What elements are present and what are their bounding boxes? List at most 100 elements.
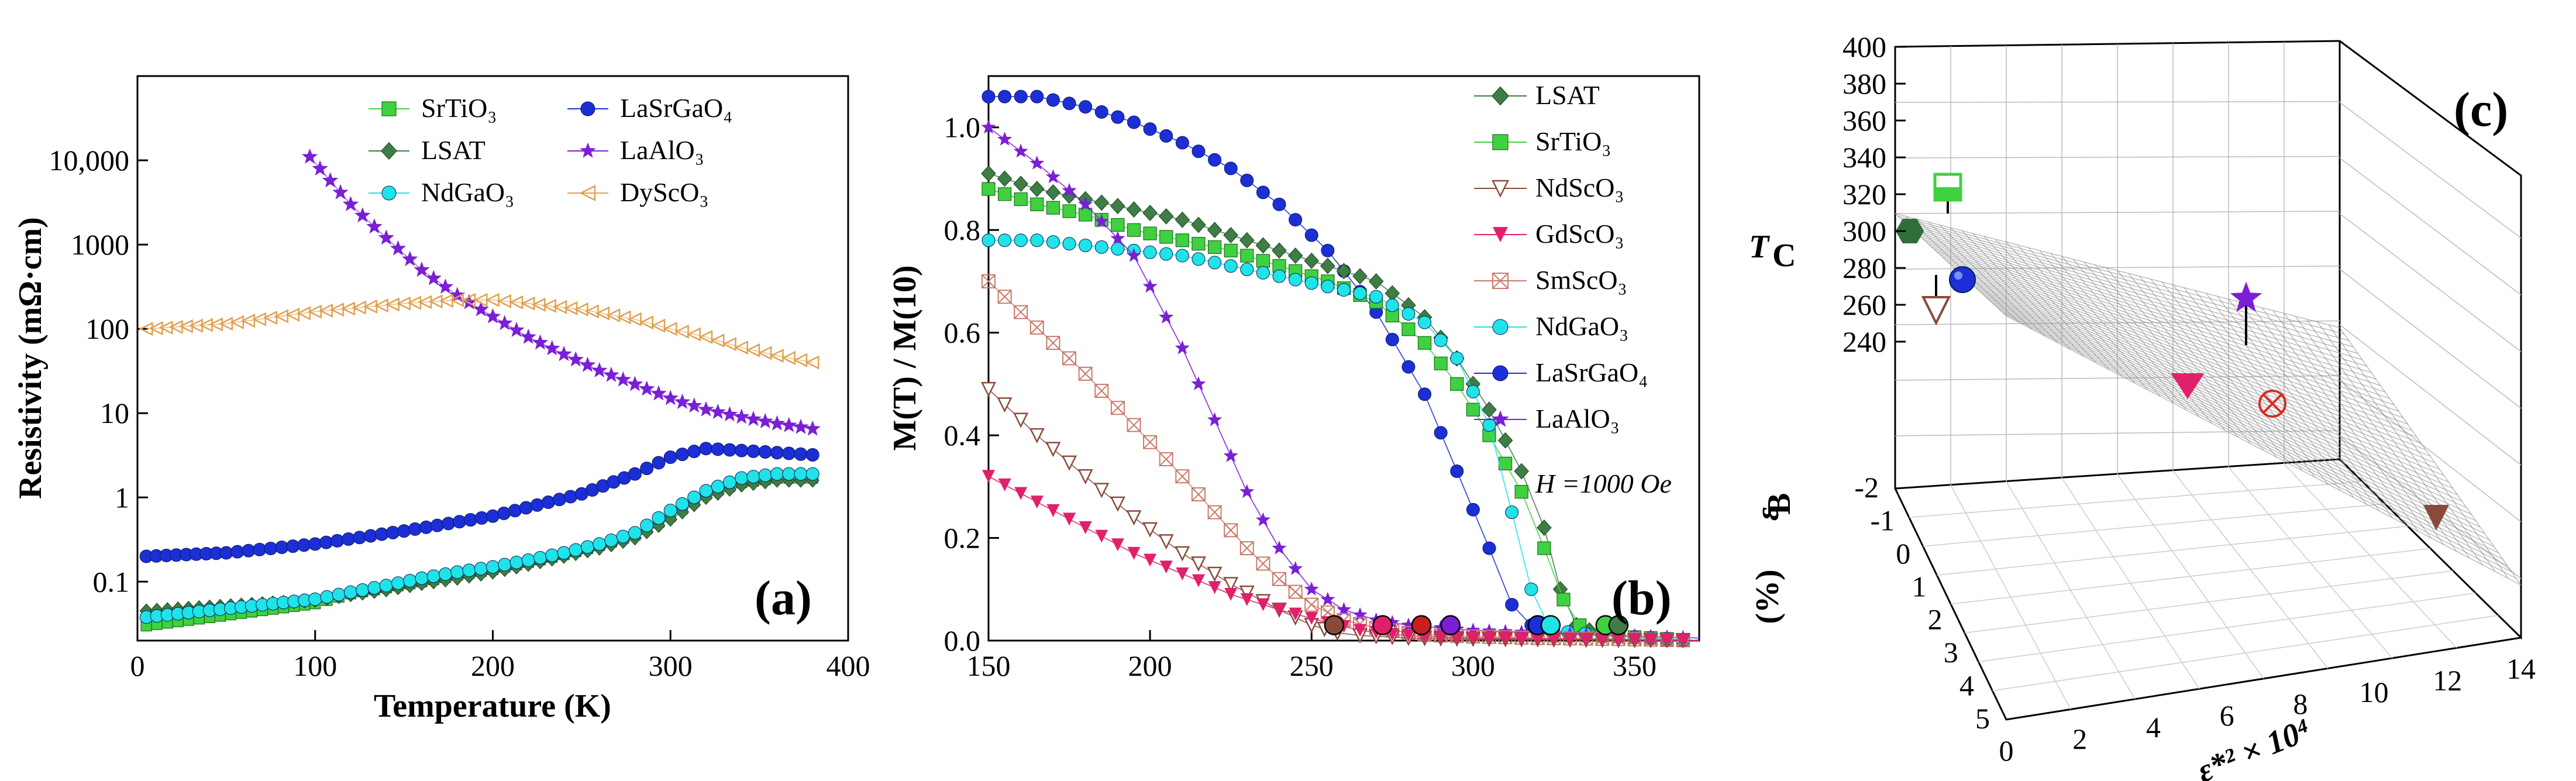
panel-b-data-point [1385,615,1400,629]
panel-b-x-tick-label: 250 [1290,649,1334,682]
panel-a-data-point [353,531,367,545]
panel-b-x-tick-label: 200 [1128,649,1172,682]
panel-c-point-LaAlO₃ [2230,281,2262,345]
panel-a-legend-label: SrTiO₃ [421,93,497,123]
panel-a-data-point [581,540,594,554]
panel-c-surface-line [1953,267,2435,463]
panel-b-data-point [1224,243,1238,257]
panel-a-series-NdGaO₃ [139,467,819,624]
panel-a-y-tick-label: 100 [85,312,129,345]
panel-b-series-line [989,239,1700,641]
panel-a-data-point [710,333,725,348]
panel-c-z-axis-label: T [1749,229,1771,265]
panel-c-y-tick-label: 0 [1896,537,1910,570]
panel-b-data-point [1062,187,1077,204]
panel-a-data-point [640,518,654,532]
panel-b-data-point [1321,243,1335,257]
panel-a-data-point [757,346,772,360]
panel-a-data-point [342,196,359,211]
panel-a-legend-label: LaSrGaO₄ [620,93,732,123]
panel-c-surface-line [2328,324,2509,579]
panel-c-surface-line [2184,287,2341,491]
panel-c-y-tick-label: 2 [1928,603,1943,636]
panel-a-series-LaSrGaO₄ [139,442,819,563]
panel-c-surface-line [2317,321,2496,572]
panel-b-data-point [1046,93,1060,107]
panel-c-marker [1949,266,1976,293]
panel-b-data-point [1208,153,1222,167]
panel-b-data-point [1094,384,1109,398]
panel-b-data-point [1272,572,1287,586]
panel-a-data-point [520,328,536,344]
panel-a-data-point [746,343,760,357]
panel-c-surface-line [2295,316,2470,559]
panel-a-data-point [735,471,749,485]
panel-c-surface-line [2000,310,2512,573]
panel-c-surface-line [1972,284,2467,508]
panel-a-data-point [426,569,440,583]
panel-a-data-point [367,581,381,595]
panel-a-data-point [770,467,784,481]
panel-b-data-point [1563,632,1577,646]
panel-c-x-tick-label: 8 [2293,687,2308,720]
panel-c-grid-line [2339,380,2522,522]
panel-a-data-point [711,480,725,494]
panel-b-legend-label: LaAlO₃ [1535,404,1620,433]
panel-a-data-point [699,442,713,456]
panel-a-data-point [674,393,691,409]
panel-b-y-tick-label: 0.4 [944,419,981,452]
panel-b-data-point [1191,574,1205,587]
panel-b-data-point [997,170,1013,187]
panel-a-data-point [497,506,511,520]
panel-c-grid-line [1978,593,2476,662]
panel-a-data-point [521,553,535,567]
panel-a-data-point [322,172,339,188]
panel-b-data-point [1273,603,1286,617]
panel-c-z-tick-label: 240 [1843,325,1886,358]
panel-b-data-point [1191,144,1206,159]
panel-b-data-point [1556,593,1571,607]
panel-b-legend-label: SmScO₃ [1535,265,1627,295]
panel-a-data-point [450,565,464,579]
panel-b-data-point [1434,356,1448,370]
panel-b-data-point [1466,631,1480,645]
panel-b-data-point [1676,634,1690,647]
panel-b-data-point [1434,333,1448,348]
panel-c-grid-line [2339,102,2522,239]
panel-b-data-point [1255,237,1271,254]
panel-a-data-point [652,511,666,525]
panel-c-surface-line [1989,300,2494,547]
panel-a-data-point [603,366,619,382]
panel-a-data-point [442,517,456,531]
panel-c-point-NdGaO₃ [1921,275,1951,326]
panel-c-surface-line [1992,302,2499,553]
panel-c-z-tick-label: 400 [1843,30,1886,63]
panel-a-series-line [146,448,813,557]
panel-b-data-point [1094,214,1109,228]
panel-a-series-line [146,300,813,363]
panel-b-data-point [1190,556,1207,572]
panel-b-data-point [982,233,996,247]
panel-c-surface-line [1983,295,2485,534]
panel-a-data-point [793,418,809,434]
panel-a-data-point [449,287,466,302]
panel-a-data-point [453,515,467,529]
panel-a-x-tick-label: 200 [471,649,515,682]
panel-b-data-point [1111,242,1125,256]
panel-a-data-point [354,207,371,223]
panel-a-data-point [584,304,599,319]
panel-b-data-point [1143,435,1158,449]
panel-b-data-point [1514,463,1530,480]
panel-b-y-tick-label: 0.6 [944,316,981,349]
panel-c-point-GdScO₃ [2171,373,2205,399]
panel-b-data-point [1240,249,1254,263]
panel-b-data-point [1127,546,1141,560]
panel-b-data-point [1094,240,1108,254]
panel-a-data-point [519,501,533,515]
panel-a-series-LaAlO₃ [301,148,821,436]
panel-a-data-point [308,537,322,551]
panel-b-data-point [1256,185,1270,199]
panel-b-legend-label: LSAT [1535,80,1600,110]
panel-a-data-point [574,302,588,316]
panel-b-series-line [988,476,1700,641]
